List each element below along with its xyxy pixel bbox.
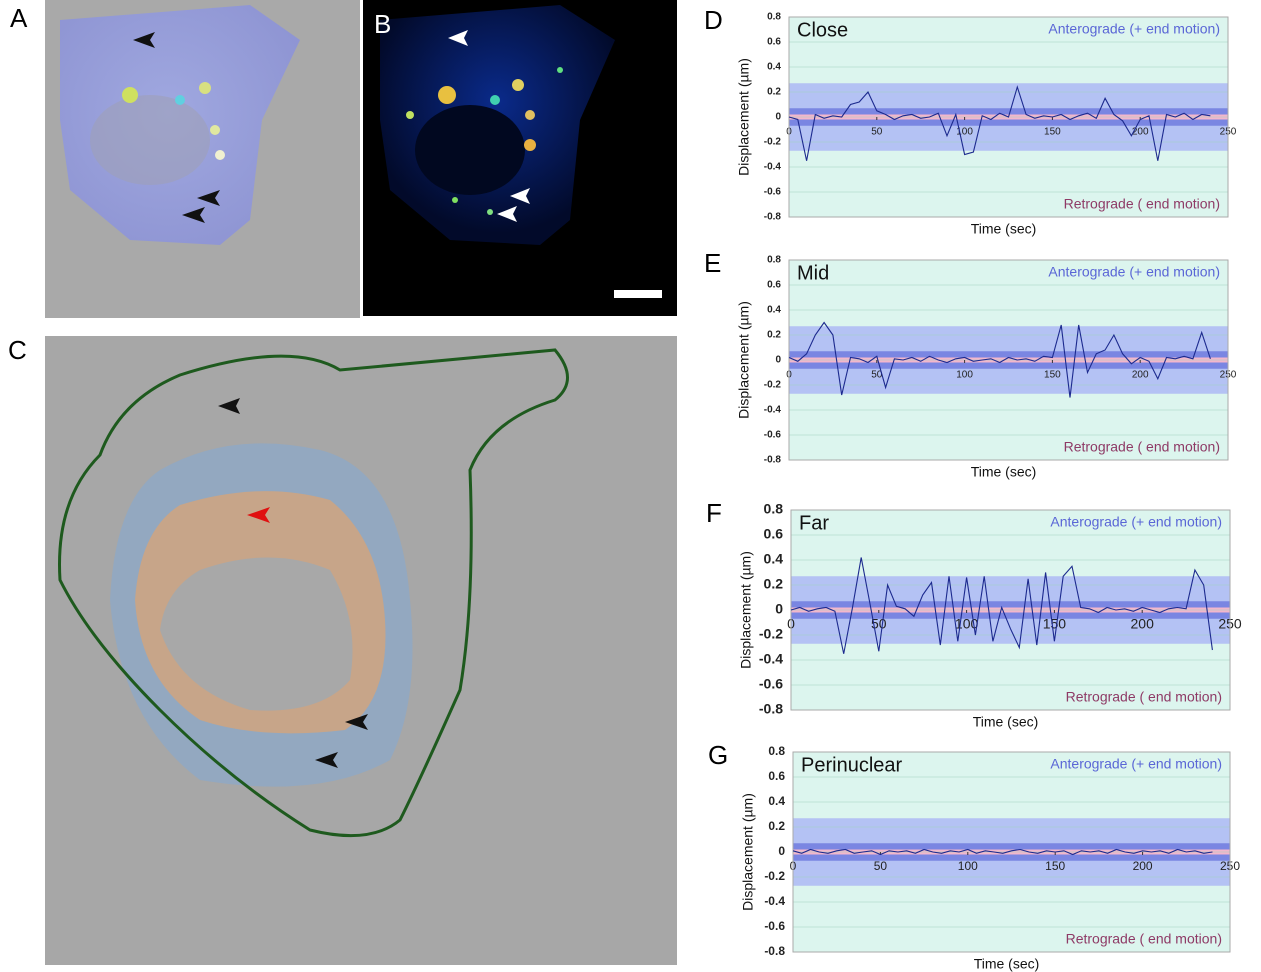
y-tick-label: -0.4 xyxy=(764,405,782,416)
x-tick-label: 100 xyxy=(956,370,973,381)
annotation: Anterograde (+ end motion) xyxy=(1050,514,1222,530)
y-tick-label: -0.6 xyxy=(764,430,782,441)
y-tick-label: -0.2 xyxy=(759,626,783,642)
panel-c-image xyxy=(45,336,677,965)
y-tick-label: -0.4 xyxy=(764,162,782,173)
x-tick-label: 150 xyxy=(1043,616,1067,632)
y-tick-label: 0.6 xyxy=(768,769,785,783)
x-tick-label: 200 xyxy=(1131,616,1155,632)
figure: A B C -0.8 -0.6 -0.4 -0.2 0 0.2 0.4 0.6 0.8 0 50 10… xyxy=(0,0,1261,972)
x-tick-label: 150 xyxy=(1044,370,1061,381)
chart-title: Mid xyxy=(797,262,829,284)
x-tick-label: 150 xyxy=(1044,127,1061,138)
panel-label: D xyxy=(704,5,723,35)
y-tick-label: -0.8 xyxy=(764,944,785,958)
annotation: Anterograde (+ end motion) xyxy=(1048,264,1220,280)
y-tick-label: 0 xyxy=(775,601,783,617)
panel-label: G xyxy=(708,740,728,770)
panel-a-image xyxy=(45,0,360,318)
x-axis-label: Time (sec) xyxy=(974,956,1040,972)
y-tick-label: -0.6 xyxy=(764,187,782,198)
y-tick-label: -0.8 xyxy=(759,701,783,717)
y-tick-label: 0.4 xyxy=(767,62,781,73)
x-tick-label: 100 xyxy=(958,859,978,873)
annotation: Anterograde (+ end motion) xyxy=(1048,21,1220,37)
y-tick-label: 0.8 xyxy=(767,12,781,23)
y-tick-label: -0.6 xyxy=(764,919,785,933)
y-tick-label: 0.2 xyxy=(767,87,781,98)
y-tick-label: 0 xyxy=(778,844,785,858)
annotation: Anterograde (+ end motion) xyxy=(1050,756,1222,772)
y-tick-label: 0.4 xyxy=(768,794,785,808)
annotation: Retrograde ( end motion) xyxy=(1064,196,1220,212)
chart-title: Perinuclear xyxy=(801,754,903,776)
chart-title: Close xyxy=(797,19,848,41)
annotation: Retrograde ( end motion) xyxy=(1066,931,1222,947)
y-tick-label: 0.8 xyxy=(764,501,784,517)
panel-label: C xyxy=(8,335,27,365)
y-tick-label: -0.8 xyxy=(764,212,782,223)
panel-label: E xyxy=(704,248,721,278)
y-tick-label: -0.4 xyxy=(759,651,783,667)
y-tick-label: 0 xyxy=(775,112,781,123)
panel-label: B xyxy=(374,9,391,39)
panel-b-image xyxy=(363,0,677,316)
x-axis-label: Time (sec) xyxy=(973,714,1039,730)
y-tick-label: -0.2 xyxy=(764,380,782,391)
y-axis-label: Displacement (µm) xyxy=(736,58,752,176)
x-tick-label: 150 xyxy=(1045,859,1065,873)
y-axis-label: Displacement (µm) xyxy=(736,301,752,419)
y-tick-label: 0.8 xyxy=(767,255,781,266)
y-tick-label: -0.2 xyxy=(764,137,782,148)
y-tick-label: 0.6 xyxy=(767,37,781,48)
chart-title: Far xyxy=(799,512,829,534)
y-tick-label: 0.6 xyxy=(764,526,784,542)
y-tick-label: -0.8 xyxy=(764,455,782,466)
x-tick-label: 200 xyxy=(1132,127,1149,138)
y-tick-label: 0.4 xyxy=(764,551,784,567)
y-tick-label: 0.8 xyxy=(768,744,785,758)
page: {"panel_labels": ["A", "B", "C"], "chart… xyxy=(0,0,1261,972)
y-tick-label: 0.2 xyxy=(768,819,785,833)
x-axis-label: Time (sec) xyxy=(971,221,1037,237)
x-tick-label: 200 xyxy=(1132,370,1149,381)
y-tick-label: 0.2 xyxy=(767,330,781,341)
y-tick-label: 0.6 xyxy=(767,280,781,291)
y-tick-label: -0.4 xyxy=(764,894,785,908)
x-tick-label: 50 xyxy=(874,859,888,873)
y-tick-label: 0.4 xyxy=(767,305,781,316)
y-tick-label: 0.2 xyxy=(764,576,784,592)
y-tick-label: 0 xyxy=(775,355,781,366)
panel-label: F xyxy=(706,498,722,528)
y-tick-label: -0.2 xyxy=(764,869,785,883)
y-axis-label: Displacement (µm) xyxy=(740,793,756,911)
y-axis-label: Displacement (µm) xyxy=(738,551,754,669)
x-axis-label: Time (sec) xyxy=(971,464,1037,480)
panel-label: A xyxy=(10,3,28,33)
annotation: Retrograde ( end motion) xyxy=(1064,439,1220,455)
y-tick-label: -0.6 xyxy=(759,676,783,692)
x-tick-label: 50 xyxy=(871,127,883,138)
x-tick-label: 200 xyxy=(1133,859,1153,873)
annotation: Retrograde ( end motion) xyxy=(1066,689,1222,705)
